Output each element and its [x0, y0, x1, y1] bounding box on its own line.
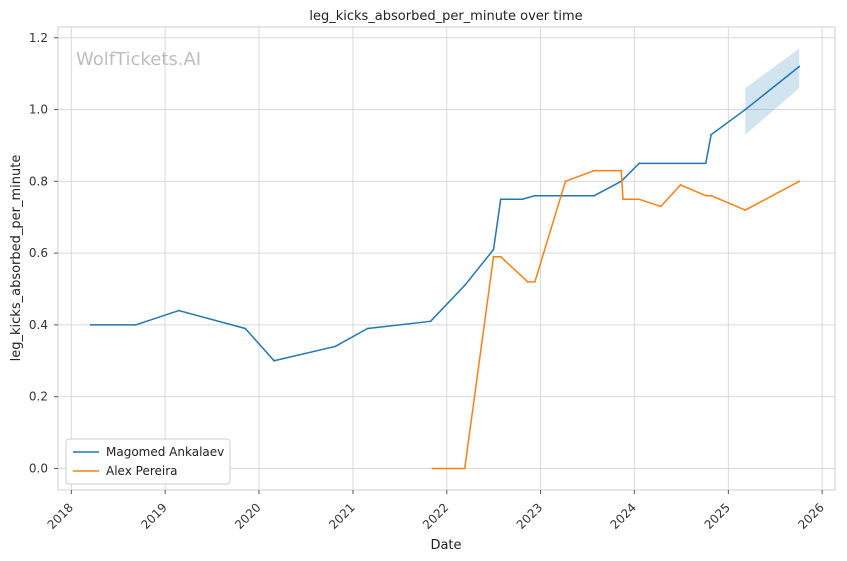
- data-point-series-0: [499, 198, 502, 201]
- data-point-series-1: [463, 467, 466, 470]
- legend-label-alex-pereira: Alex Pereira: [106, 464, 178, 478]
- data-point-series-1: [710, 194, 713, 197]
- data-point-series-1: [622, 198, 624, 201]
- data-point-series-0: [273, 359, 275, 362]
- x-tick-label: 2019: [138, 500, 169, 531]
- data-point-series-0: [244, 327, 247, 330]
- data-point-series-1: [659, 205, 662, 208]
- data-point-series-0: [334, 345, 337, 348]
- data-point-series-1: [679, 184, 682, 186]
- watermark: WolfTickets.AI: [76, 49, 201, 70]
- data-point-series-0: [177, 309, 180, 312]
- y-tick-label: 0.0: [29, 461, 48, 475]
- data-point-series-0: [366, 327, 369, 330]
- x-tick-label: 2018: [45, 500, 76, 531]
- x-tick-label: 2022: [420, 500, 451, 531]
- x-tick-label: 2020: [232, 500, 263, 531]
- legend-box: [65, 438, 231, 485]
- x-axis-title: Date: [430, 538, 461, 553]
- data-point-series-0: [710, 133, 713, 136]
- y-tick-label: 0.2: [29, 390, 48, 404]
- data-point-series-0: [89, 323, 92, 326]
- y-tick-label: 1.0: [29, 103, 48, 117]
- chart-title: leg_kicks_absorbed_per_minute over time: [309, 9, 582, 24]
- data-point-series-0: [492, 248, 495, 251]
- legend-label-magomed-ankalaev: Magomed Ankalaev: [106, 445, 224, 459]
- data-point-series-1: [533, 280, 536, 283]
- y-axis-title: leg_kicks_absorbed_per_minute: [9, 155, 24, 362]
- x-tick-label: 2023: [514, 500, 545, 531]
- legend: Magomed Ankalaev Alex Pereira: [65, 438, 231, 485]
- y-tick-label: 0.6: [29, 246, 48, 260]
- grid: [58, 27, 835, 490]
- confidence-band-layer: [745, 48, 800, 135]
- data-point-series-1: [620, 169, 623, 172]
- series-line-1: [432, 169, 800, 470]
- data-point-series-1: [499, 255, 502, 258]
- data-point-series-0: [533, 194, 536, 197]
- y-tick-label: 0.4: [29, 318, 48, 332]
- x-tick-label: 2026: [795, 500, 826, 531]
- data-point-series-1: [492, 255, 495, 258]
- data-point-series-1: [704, 194, 707, 197]
- x-tick-label: 2021: [326, 500, 357, 531]
- y-tick-label: 1.2: [29, 31, 48, 45]
- data-point-series-0: [638, 162, 641, 165]
- data-point-series-1: [431, 467, 434, 470]
- data-point-series-0: [463, 284, 466, 287]
- series-line-0: [90, 65, 800, 362]
- series-lines: [89, 65, 801, 470]
- data-point-series-1: [798, 180, 801, 183]
- data-point-series-0: [798, 65, 801, 68]
- data-point-series-0: [593, 194, 596, 197]
- data-point-series-0: [704, 162, 707, 165]
- confidence-band-series-0: [745, 48, 800, 135]
- data-point-series-1: [593, 169, 596, 172]
- x-tick-label: 2024: [608, 500, 639, 531]
- data-point-series-0: [744, 108, 747, 111]
- x-tick-label: 2025: [702, 500, 733, 531]
- data-point-series-0: [429, 320, 432, 323]
- data-point-series-1: [638, 198, 641, 201]
- data-point-series-1: [564, 180, 567, 183]
- data-point-series-1: [744, 209, 747, 211]
- data-point-series-0: [134, 323, 137, 326]
- data-point-series-0: [521, 198, 524, 201]
- data-point-series-1: [526, 280, 529, 283]
- y-tick-label: 0.8: [29, 174, 48, 188]
